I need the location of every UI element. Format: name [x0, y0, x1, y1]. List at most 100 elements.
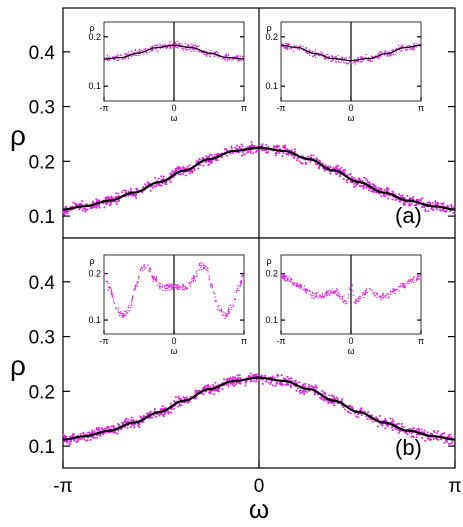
inset-b-right-point — [359, 297, 361, 300]
panel-a-point — [404, 203, 407, 206]
panel-a-point — [218, 153, 221, 156]
inset-b-left-point — [174, 286, 177, 289]
panel-a-point — [191, 171, 194, 174]
panel-a-point — [431, 208, 434, 211]
panel-b-point — [105, 427, 108, 430]
panel-a-point — [285, 152, 288, 155]
panel-a-point — [229, 152, 232, 155]
inset-b-left-point — [211, 287, 213, 289]
inset-b-right-point — [406, 283, 408, 285]
inset-b-right-point — [334, 290, 336, 292]
inset-b-left-point — [196, 272, 198, 274]
panel-a-point — [377, 187, 380, 190]
inset-a-right-point — [401, 44, 403, 46]
panel-a-point — [316, 163, 319, 166]
panel-a-point — [246, 151, 249, 154]
panel-b-ytick-label: 0.2 — [29, 382, 55, 403]
inset-b-left-point — [213, 292, 216, 295]
inset-b-right-point — [315, 292, 318, 294]
panel-b-point — [366, 418, 369, 421]
inset-b-left-point — [152, 277, 154, 279]
panel-b-point — [79, 438, 82, 441]
panel-b-point — [301, 391, 304, 394]
panel-a-point — [367, 189, 370, 192]
panel-b-xtick-label: 0 — [254, 476, 265, 497]
panel-b-point — [320, 396, 323, 399]
panel-b-point — [96, 436, 99, 439]
panel-a-point — [349, 180, 352, 183]
inset-b-left-point — [234, 298, 236, 301]
panel-b-point — [125, 417, 128, 420]
panel-a-point — [428, 201, 431, 204]
panel-b-point — [235, 383, 238, 386]
inset-b-right-point — [337, 294, 339, 297]
inset-a-right-point — [335, 61, 337, 64]
panel-b-point — [406, 433, 409, 436]
panel-b-point — [87, 431, 90, 434]
panel-b-point — [145, 412, 148, 415]
panel-a-point — [450, 203, 453, 206]
inset-b-left-point — [206, 269, 208, 272]
inset-b-left-point — [123, 315, 125, 317]
panel-a-point — [232, 152, 235, 155]
panel-b-point — [305, 391, 308, 394]
inset-b-right-point — [341, 295, 343, 298]
panel-a-point — [124, 189, 127, 192]
inset-a-left-series-points — [103, 40, 245, 62]
panel-a-point — [415, 198, 418, 201]
inset-b-left-point — [240, 283, 242, 285]
inset-b-left-point — [193, 278, 195, 280]
inset-a-left-point — [194, 44, 197, 47]
inset-a-right-point — [342, 61, 345, 63]
panel-a-point — [169, 172, 172, 175]
inset-b-right-xtick-label: 0 — [348, 336, 353, 346]
panel-a-point — [181, 172, 184, 175]
panel-b-point — [410, 432, 413, 435]
panel-b-point — [436, 430, 439, 433]
inset-b-right-point — [354, 302, 356, 304]
inset-a-left-point — [195, 45, 198, 48]
inset-b-right-xtick-label: -π — [276, 336, 285, 346]
inset-b-right-point — [392, 287, 394, 290]
panel-a-point — [250, 141, 253, 144]
panel-b-point — [66, 441, 69, 444]
panel-a-point — [437, 202, 440, 205]
panel-a-point — [114, 196, 117, 199]
panel-b-point — [178, 403, 181, 406]
inset-a-left-point — [188, 48, 190, 51]
inset-b-right-point — [327, 290, 329, 292]
inset-b-right-point — [404, 287, 406, 289]
inset-a-right-point — [400, 49, 403, 52]
panel-b-point — [336, 398, 339, 401]
inset-b-right-point — [299, 283, 301, 286]
panel-a-point — [355, 179, 358, 182]
panel-a-point — [436, 208, 439, 211]
inset-b-left-point — [199, 266, 201, 269]
panel-a-point — [338, 175, 341, 178]
panel-b-point — [170, 411, 173, 414]
inset-a-right-point — [386, 54, 388, 56]
panel-a-panel-label: (a) — [395, 203, 422, 228]
inset-b-right-point — [380, 297, 382, 299]
panel-a-point — [248, 149, 251, 152]
panel-b-point — [447, 442, 450, 445]
panel-a-point — [278, 152, 281, 155]
inset-a-left-point — [201, 51, 204, 54]
inset-a-left-point — [224, 58, 226, 61]
panel-b-point — [278, 382, 281, 385]
inset-b-left-point — [190, 280, 193, 283]
panel-b-point — [291, 379, 294, 382]
panel-a-point — [197, 167, 200, 170]
panel-b-point — [423, 429, 426, 432]
inset-b-right-point — [385, 294, 388, 297]
inset-b-left-point — [117, 311, 120, 313]
inset-b-left-point — [107, 286, 110, 289]
panel-b-point — [177, 395, 180, 398]
panel-b-point — [436, 432, 439, 435]
panel-b-point — [453, 435, 456, 438]
inset-a-right-point — [356, 57, 359, 59]
inset-b-left-point — [239, 285, 241, 288]
panel-b-ytick-label: 0.4 — [29, 273, 56, 294]
inset-a-left-point — [108, 60, 110, 62]
panel-a-point — [310, 154, 313, 157]
